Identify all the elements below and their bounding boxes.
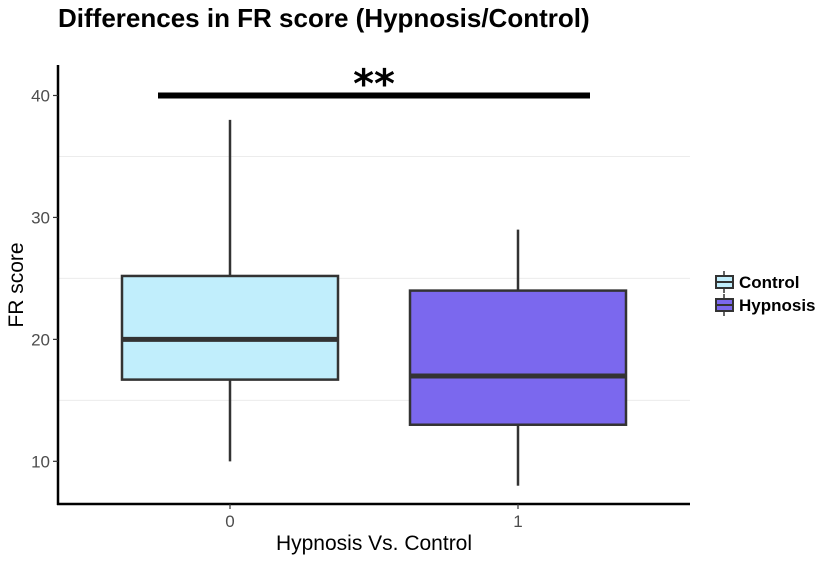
significance-annotation: **	[158, 61, 590, 107]
chart-title: Differences in FR score (Hypnosis/Contro…	[58, 3, 590, 33]
boxes	[120, 119, 628, 486]
y-tick-label: 10	[31, 452, 50, 471]
legend-label: Control	[739, 273, 799, 292]
box-body	[408, 289, 628, 426]
y-tick-label: 20	[31, 330, 50, 349]
legend-item-control: Control	[715, 271, 799, 293]
x-axis-label: Hypnosis Vs. Control	[276, 532, 472, 555]
y-axis-ticks: 10 20 30 40	[31, 86, 58, 471]
x-tick-label: 0	[225, 512, 234, 531]
legend: Control Hypnosis	[715, 271, 816, 316]
box-control	[120, 119, 340, 462]
box-hypnosis	[408, 229, 628, 486]
y-axis-label: FR score	[5, 242, 28, 327]
significance-label: **	[353, 61, 395, 107]
y-tick-label: 30	[31, 208, 50, 227]
box-body	[120, 274, 340, 381]
x-tick-label: 1	[513, 512, 522, 531]
legend-label: Hypnosis	[739, 296, 816, 315]
y-tick-label: 40	[31, 86, 50, 105]
legend-item-hypnosis: Hypnosis	[715, 294, 816, 316]
